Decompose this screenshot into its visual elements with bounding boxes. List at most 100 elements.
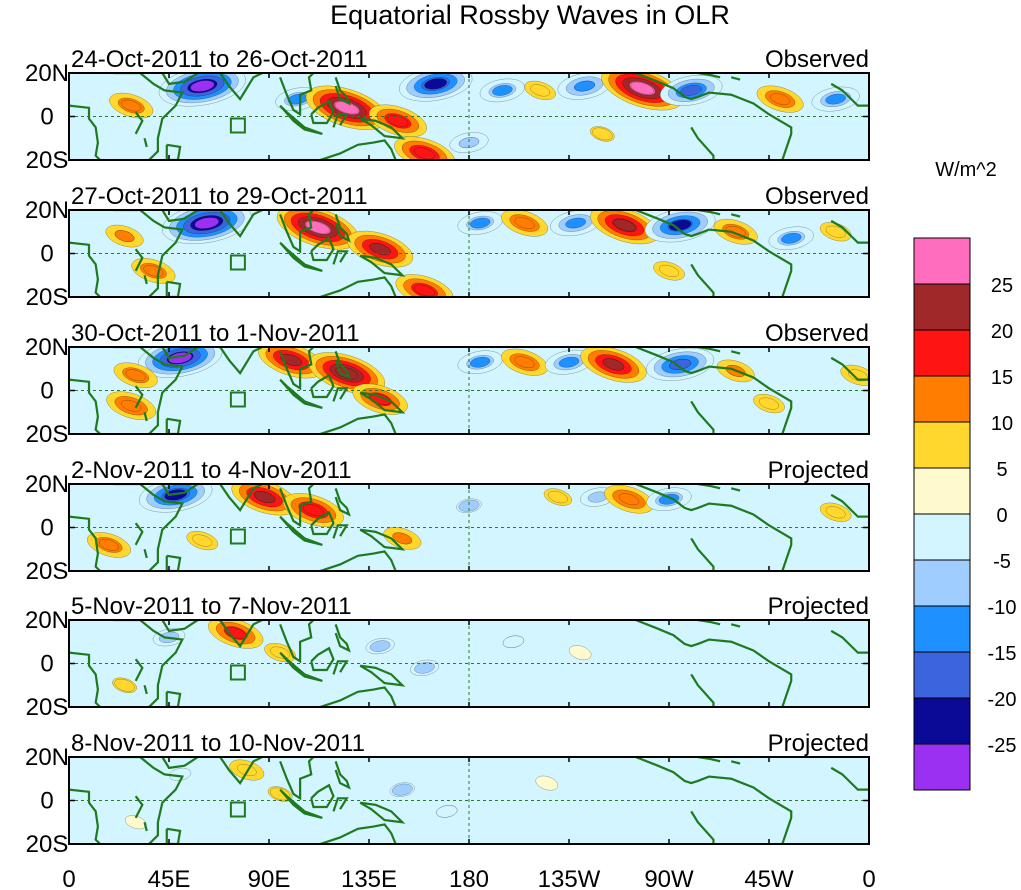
colorbar-label: -20	[988, 689, 1017, 711]
panel-status-label: Observed	[765, 183, 869, 210]
panel-4: 20N 0 20S 2-Nov-2011 to 4-Nov-2011 Projected	[25, 457, 870, 585]
x-tick-label: 0	[862, 866, 875, 890]
y-tick-label: 20N	[25, 607, 69, 634]
reference-box	[229, 391, 246, 408]
anomaly-field	[105, 210, 852, 297]
anomaly-blob	[568, 645, 592, 660]
anomaly-blob	[659, 74, 723, 106]
colorbar-label: -10	[988, 597, 1017, 619]
x-tick-label: 45E	[148, 866, 191, 890]
anomaly-field	[124, 759, 559, 830]
anomaly-blob	[580, 347, 647, 383]
colorbar-swatch	[913, 651, 971, 699]
anomaly-blob	[768, 226, 814, 251]
panel-period-label: 2-Nov-2011 to 4-Nov-2011	[71, 457, 352, 484]
anomaly-blob	[524, 80, 556, 100]
reference-box	[229, 801, 246, 818]
panel-status-label: Observed	[765, 46, 869, 73]
x-tick-label: 90W	[644, 866, 694, 890]
anomaly-blob	[231, 484, 298, 516]
anomaly-blob	[456, 498, 482, 513]
anomaly-blob	[590, 210, 659, 245]
anomaly-blob	[113, 362, 158, 389]
panel-status-label: Projected	[768, 457, 869, 484]
anomaly-blob	[819, 502, 852, 522]
panel-2: 20N 0 20S 27-Oct-2011 to 29-Oct-2011 Observe…	[25, 183, 870, 311]
panel-status-label: Projected	[768, 593, 869, 620]
anomaly-blob	[449, 132, 489, 153]
x-axis: 0 45E 90E 135E 180 135W 90W 45W 0	[62, 866, 875, 890]
colorbar-swatch	[913, 513, 971, 561]
y-tick-label: 0	[40, 788, 53, 815]
y-tick-label: 0	[40, 515, 53, 542]
colorbar-swatch	[913, 559, 971, 607]
colorbar-label: -5	[993, 551, 1011, 573]
anomaly-blob	[112, 677, 137, 693]
chart-title: Equatorial Rossby Waves in OLR	[330, 0, 730, 30]
colorbar-label: 5	[996, 459, 1007, 481]
anomaly-blob	[601, 73, 684, 111]
colorbar-swatch	[913, 421, 971, 469]
anomaly-blob	[229, 759, 265, 781]
reference-box	[229, 664, 246, 681]
anomaly-blob	[457, 350, 503, 374]
anomaly-blob	[109, 92, 154, 119]
colorbar-label: 25	[991, 275, 1013, 297]
colorbar-swatch	[913, 467, 971, 515]
coastlines	[69, 757, 869, 844]
panels: 20N 0 20S 24-Oct-2011 to 26-Oct-2011 Observe…	[25, 46, 870, 858]
anomaly-blob	[276, 210, 359, 250]
colorbar-label: 20	[991, 321, 1013, 343]
colorbar-label: 0	[996, 505, 1007, 527]
coastlines	[69, 210, 869, 297]
anomaly-blob	[389, 782, 415, 797]
coastlines	[69, 484, 869, 571]
y-tick-label: 20S	[26, 421, 69, 448]
anomaly-blob	[186, 530, 219, 551]
colorbar: 25 20 15 10 5 0 -5 -10 -15 -20 -25 W/m^2	[913, 159, 1017, 791]
y-tick-label: 20N	[25, 334, 69, 361]
coastlines	[69, 73, 869, 160]
colorbar-units: W/m^2	[935, 159, 997, 181]
coastlines	[69, 620, 869, 707]
x-tick-label: 135W	[538, 866, 601, 890]
y-tick-label: 20N	[25, 60, 69, 87]
anomaly-blob	[501, 210, 548, 237]
anomaly-blob	[502, 635, 525, 648]
anomaly-blob	[604, 484, 654, 514]
y-tick-label: 0	[40, 651, 53, 678]
colorbar-label: 15	[991, 367, 1013, 389]
panel-status-label: Projected	[768, 730, 869, 757]
x-tick-label: 135E	[341, 866, 397, 890]
anomaly-blob	[811, 86, 860, 112]
x-tick-label: 90E	[248, 866, 291, 890]
anomaly-field	[109, 73, 860, 160]
panel-5: 20N 0 20S 5-Nov-2011 to 7-Nov-2011 Projected	[25, 593, 870, 721]
x-tick-label: 0	[62, 866, 75, 890]
coastlines	[69, 347, 869, 434]
anomaly-blob	[436, 805, 458, 818]
anomaly-blob	[105, 224, 144, 248]
y-tick-label: 20S	[26, 558, 69, 585]
reference-box	[229, 117, 246, 134]
y-tick-label: 20N	[25, 197, 69, 224]
reference-box	[229, 528, 246, 545]
x-tick-label: 45W	[744, 866, 794, 890]
x-tick-label: 180	[449, 866, 489, 890]
anomaly-blob	[398, 73, 473, 102]
y-tick-label: 0	[40, 241, 53, 268]
colorbar-swatch	[913, 697, 971, 745]
colorbar-swatch	[913, 329, 971, 377]
anomaly-blob	[590, 126, 615, 142]
panel-3: 20N 0 20S 30-Oct-2011 to 1-Nov-2011 Observed	[25, 320, 870, 448]
anomaly-blob	[365, 638, 395, 655]
anomaly-blob	[501, 348, 548, 376]
y-tick-label: 20S	[26, 147, 69, 174]
reference-box	[229, 254, 246, 271]
y-tick-label: 0	[40, 104, 53, 131]
panel-period-label: 5-Nov-2011 to 7-Nov-2011	[71, 593, 352, 620]
colorbar-label: 10	[991, 413, 1013, 435]
anomaly-blob	[557, 73, 612, 100]
colorbar-swatch	[913, 237, 971, 285]
